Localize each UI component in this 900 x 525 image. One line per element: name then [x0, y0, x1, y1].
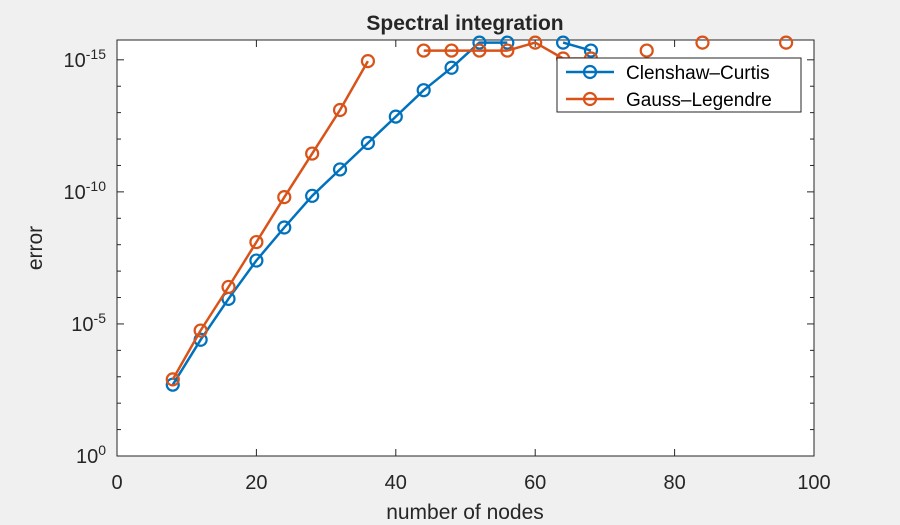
data-point-gauss-legendre — [332, 102, 348, 118]
x-tick-label: 20 — [245, 472, 267, 494]
data-point-clenshaw-curtis — [500, 35, 515, 50]
data-point-gauss-legendre — [360, 54, 376, 69]
data-point-gauss-legendre — [221, 279, 236, 295]
y-axis-label: error — [24, 226, 47, 270]
data-point-gauss-legendre — [779, 35, 794, 50]
chart-title: Spectral integration — [366, 12, 563, 35]
y-tick-labels: 100 10-5 10-10 10-15 — [64, 46, 107, 468]
y-tick-label: 100 — [76, 442, 106, 468]
data-point-gauss-legendre — [277, 190, 292, 205]
data-point-clenshaw-curtis — [472, 35, 487, 50]
series-clenshaw-curtis — [165, 35, 599, 392]
legend-marker-clenshaw-curtis — [582, 64, 598, 80]
data-point-gauss-legendre — [305, 146, 320, 161]
data-point-clenshaw-curtis — [360, 135, 376, 151]
legend-label-gauss-legendre: Gauss–Legendre — [626, 90, 772, 111]
data-point-gauss-legendre — [249, 234, 264, 250]
x-tick-label: 40 — [385, 472, 407, 494]
data-point-clenshaw-curtis — [388, 109, 403, 124]
data-point-clenshaw-curtis — [277, 220, 292, 235]
data-point-gauss-legendre — [472, 43, 487, 58]
data-point-clenshaw-curtis — [416, 83, 431, 98]
data-point-gauss-legendre — [528, 35, 543, 50]
data-point-gauss-legendre — [639, 43, 654, 58]
data-point-gauss-legendre — [193, 323, 208, 338]
legend: Clenshaw–Curtis Gauss–Legendre — [556, 57, 802, 113]
series-line-gauss-legendre — [171, 60, 369, 381]
data-point-gauss-legendre — [165, 372, 180, 387]
legend-box — [556, 57, 802, 113]
x-tick-label: 80 — [663, 472, 685, 494]
x-axis-label: number of nodes — [386, 501, 544, 524]
y-tick-label: 10-15 — [64, 46, 107, 72]
x-tick-label: 0 — [111, 472, 122, 494]
series-line-clenshaw-curtis — [562, 41, 592, 52]
data-point-gauss-legendre — [444, 43, 459, 58]
data-point-clenshaw-curtis — [305, 188, 320, 203]
x-tick-label: 60 — [524, 472, 546, 494]
x-tick-labels: 0 20 40 60 80 100 — [111, 472, 830, 494]
data-point-clenshaw-curtis — [249, 253, 264, 268]
data-point-clenshaw-curtis — [444, 60, 459, 75]
data-point-clenshaw-curtis — [332, 162, 348, 177]
y-tick-label: 10-10 — [64, 178, 107, 204]
series-line-clenshaw-curtis — [171, 41, 508, 386]
x-tick-label: 100 — [797, 472, 830, 494]
tick-marks — [116, 40, 815, 457]
data-point-gauss-legendre — [500, 43, 515, 58]
data-point-clenshaw-curtis — [583, 43, 599, 58]
y-tick-label: 10-5 — [71, 310, 106, 336]
data-point-gauss-legendre — [695, 35, 710, 50]
legend-label-clenshaw-curtis: Clenshaw–Curtis — [626, 63, 770, 84]
legend-marker-gauss-legendre — [582, 91, 598, 107]
data-point-clenshaw-curtis — [555, 35, 571, 50]
data-point-gauss-legendre — [416, 43, 431, 58]
series-layer — [165, 35, 794, 392]
